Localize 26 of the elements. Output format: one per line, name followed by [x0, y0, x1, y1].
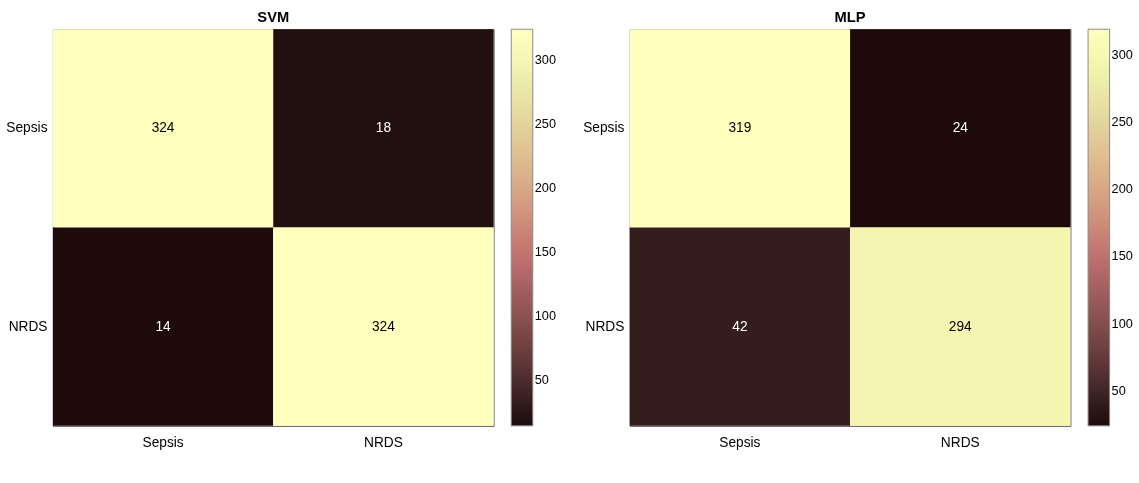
- color-bar-label: 300: [1111, 46, 1133, 62]
- x-tick-label: NRDS: [364, 434, 403, 450]
- chart-title: MLP: [834, 9, 866, 26]
- data-label: 42: [732, 318, 748, 334]
- color-bar-label: 150: [1111, 248, 1133, 264]
- x-tick-label: Sepsis: [142, 434, 184, 450]
- x-tick-label: Sepsis: [719, 434, 761, 450]
- data-label: 14: [155, 318, 172, 334]
- color-bar-label: 200: [1111, 181, 1133, 197]
- color-bar-label: 50: [1111, 382, 1126, 398]
- color-bar-label: 300: [534, 51, 556, 67]
- color-bar-label: 200: [534, 179, 556, 195]
- color-bar-label: 100: [534, 307, 556, 323]
- color-bar-label: 250: [1111, 113, 1133, 129]
- data-label: 324: [371, 318, 396, 334]
- color-bar-label: 100: [1111, 315, 1133, 331]
- x-tick-label: NRDS: [940, 434, 980, 450]
- color-bar-label: 250: [534, 115, 556, 131]
- data-label: 319: [728, 120, 752, 136]
- data-label: 24: [952, 120, 969, 136]
- data-label: 294: [948, 318, 973, 334]
- chart-title: SVM: [257, 9, 290, 26]
- color-bar-label: 150: [534, 243, 556, 259]
- data-label: 324: [151, 120, 175, 136]
- data-label: 18: [375, 120, 392, 136]
- color-bar-label: 50: [534, 371, 549, 387]
